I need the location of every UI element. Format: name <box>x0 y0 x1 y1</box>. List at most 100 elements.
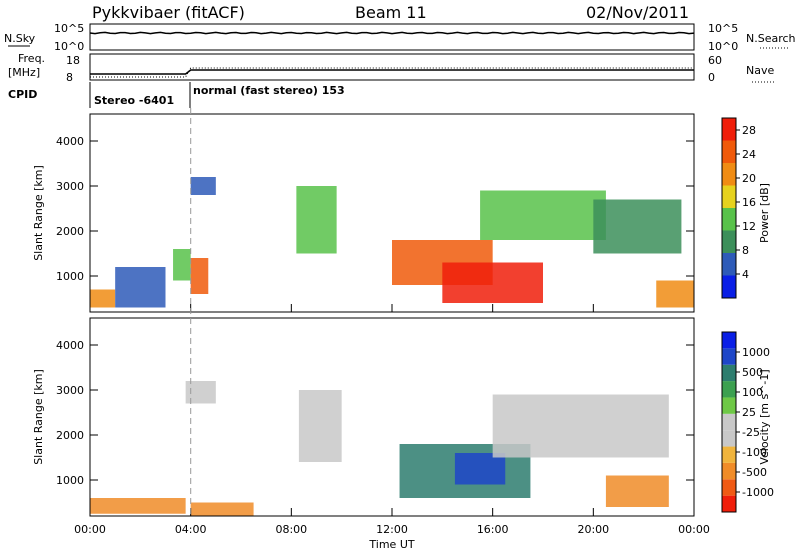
velBar-segment-9 <box>722 348 736 365</box>
velData-region-7 <box>605 475 669 507</box>
x-tick-label: 20:00 <box>577 523 609 536</box>
x-tick-label: 04:00 <box>175 523 207 536</box>
x-tick-label: 08:00 <box>275 523 307 536</box>
colorbar-tick-label: 28 <box>742 124 756 137</box>
colorbar-tick-label: 24 <box>742 148 756 161</box>
freq-label: Freq. <box>18 52 45 65</box>
freq-tick-top: 18 <box>66 54 80 67</box>
freq-trace <box>90 69 694 75</box>
velBar-segment-4 <box>722 430 736 447</box>
power-ylabel: Slant Range [km] <box>32 165 45 261</box>
velocity-colorbar: Velocity [m s^-1] 1000 500 100 25 -25 -100 -50… <box>721 331 774 513</box>
powerData-region-7 <box>442 262 543 303</box>
nsky-panel: N.Sky 10^5 10^0 10^5 10^0 N.Search <box>4 22 796 53</box>
powerData-region-2 <box>173 249 191 281</box>
y-tick-label: 3000 <box>56 180 84 193</box>
powerBar-segment-3 <box>722 208 736 231</box>
nsearch-tick-bottom: 10^0 <box>708 40 738 53</box>
x-ticks: 00:00 04:00 08:00 12:00 16:00 20:00 00:00 <box>74 304 710 536</box>
nave-label: Nave <box>746 64 774 77</box>
beam-label: Beam 11 <box>355 3 427 22</box>
powerData-region-1 <box>115 267 166 308</box>
velBar-segment-0 <box>722 495 736 512</box>
nave-tick-bottom: 0 <box>708 71 715 84</box>
nsky-label: N.Sky <box>4 32 36 45</box>
velBar-frame <box>721 331 737 513</box>
nsearch-label: N.Search <box>746 32 796 45</box>
freq-tick-bottom: 8 <box>66 71 73 84</box>
velData-region-0 <box>90 498 186 514</box>
colorbar-tick-label: 4 <box>742 268 749 281</box>
velBar-segment-10 <box>722 332 736 349</box>
velBar-segment-7 <box>722 381 736 398</box>
nave-trace <box>90 67 694 78</box>
colorbar-tick-label: -100 <box>742 446 767 459</box>
nsky-trace <box>89 31 695 35</box>
colorbar-tick-label: -500 <box>742 466 767 479</box>
colorbar-tick-label: 100 <box>742 386 763 399</box>
velData-region-2 <box>185 381 216 404</box>
date-label: 02/Nov/2011 <box>586 3 689 22</box>
velocity-colorbar-label: Velocity [m s^-1] <box>758 369 771 464</box>
colorbar-tick-label: 25 <box>742 406 756 419</box>
powerBar-segment-2 <box>722 230 736 253</box>
powerBar-segment-4 <box>722 185 736 208</box>
velBar-segment-8 <box>722 364 736 382</box>
powerBar-segment-1 <box>722 253 736 276</box>
colorbar-tick-label: 1000 <box>742 346 770 359</box>
y-tick-label: 4000 <box>56 135 84 148</box>
velocity-data <box>90 381 669 516</box>
powerData-region-3 <box>190 258 209 294</box>
power-panel: 4000 3000 2000 1000 Slant Range [km] <box>32 113 695 313</box>
y-tick-label: 1000 <box>56 474 84 487</box>
powerData-region-10 <box>656 280 694 308</box>
powerBar-segment-7 <box>722 118 736 141</box>
velocity-xlabel: Time UT <box>368 538 414 551</box>
y-tick-label: 3000 <box>56 384 84 397</box>
plot-title: Pykkvibaer (fitACF) <box>92 3 245 22</box>
powerData-region-8 <box>480 190 606 240</box>
powerData-region-9 <box>593 199 682 254</box>
velBar-segment-1 <box>722 479 736 496</box>
y-tick-label: 2000 <box>56 225 84 238</box>
velBar-segment-5 <box>722 413 736 431</box>
power-data <box>90 177 694 308</box>
nsearch-tick-top: 10^5 <box>708 22 738 35</box>
powerData-region-5 <box>296 186 337 254</box>
velData-region-1 <box>190 502 254 516</box>
x-tick-label: 00:00 <box>678 523 710 536</box>
x-tick-label: 12:00 <box>376 523 408 536</box>
velocity-y-ticks: 4000 3000 2000 1000 <box>56 339 694 487</box>
y-tick-label: 4000 <box>56 339 84 352</box>
velBar-segment-2 <box>722 462 736 480</box>
nave-tick-top: 60 <box>708 54 722 67</box>
velocity-panel: 4000 3000 2000 1000 Slant Range [km] 00:00 0… <box>32 304 710 551</box>
powerBar-segment-6 <box>722 140 736 163</box>
power-colorbar: Power [dB] 28 24 20 16 12 8 4 <box>721 117 771 299</box>
y-tick-label: 2000 <box>56 429 84 442</box>
powerData-region-4 <box>190 177 216 195</box>
velocity-ylabel: Slant Range [km] <box>32 369 45 465</box>
freq-unit: [MHz] <box>8 66 40 79</box>
nsky-tick-top: 10^5 <box>54 22 84 35</box>
powerBar-segment-5 <box>722 163 736 186</box>
cpid-row: CPID Stereo -6401 normal (fast stereo) 1… <box>8 82 345 108</box>
nsky-tick-bottom: 10^0 <box>54 40 84 53</box>
colorbar-tick-label: 16 <box>742 196 756 209</box>
cpid-segment-2: normal (fast stereo) 153 <box>193 84 345 97</box>
powerData-region-0 <box>90 289 116 308</box>
freq-panel: Freq. [MHz] 18 8 60 0 Nave <box>8 52 776 84</box>
cpid-label: CPID <box>8 88 37 101</box>
colorbar-tick-label: 500 <box>742 366 763 379</box>
colorbar-tick-label: -1000 <box>742 486 774 499</box>
velData-region-5 <box>454 453 506 485</box>
velBar-segment-6 <box>722 397 736 414</box>
velBar-segment-3 <box>722 446 736 463</box>
velData-region-6 <box>492 394 669 458</box>
x-tick-label: 16:00 <box>477 523 509 536</box>
colorbar-tick-label: -25 <box>742 426 760 439</box>
powerBar-segment-0 <box>722 275 736 298</box>
powerBar-frame <box>721 117 737 299</box>
power-colorbar-label: Power [dB] <box>758 183 771 243</box>
